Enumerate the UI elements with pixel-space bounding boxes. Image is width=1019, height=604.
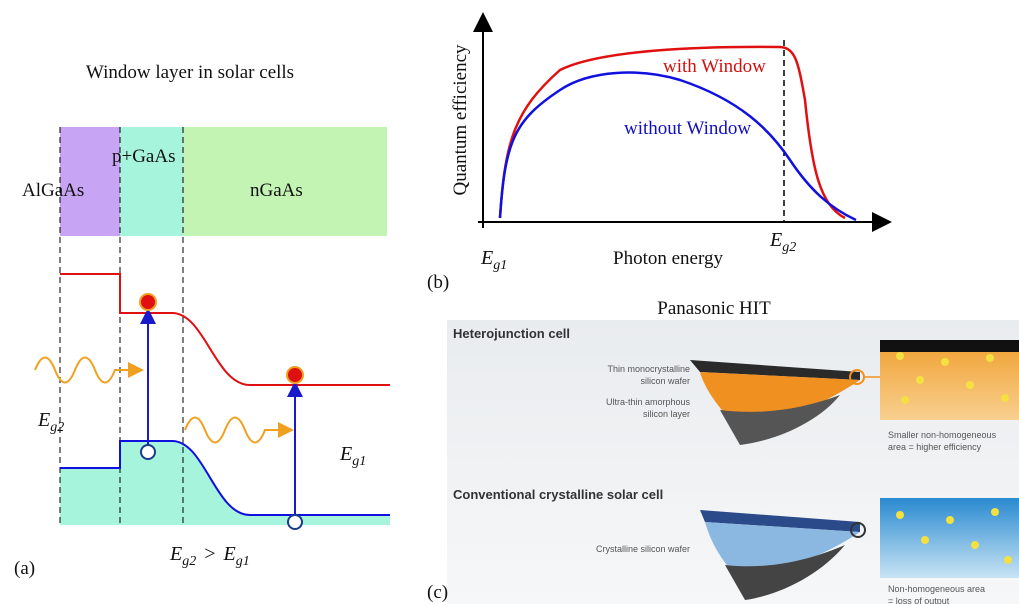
electron [140, 294, 156, 310]
curve-without-window [500, 73, 856, 220]
subscript: g1 [493, 258, 507, 273]
callout: Crystalline silicon wafer [596, 544, 690, 554]
curve-label: without Window [624, 118, 751, 139]
photon [185, 418, 290, 443]
symbol: E [37, 409, 50, 431]
note-line: Non-homogeneous area [888, 584, 985, 594]
layer-box [120, 127, 183, 236]
operator: > [204, 543, 215, 565]
panel-label: (b) [427, 272, 449, 293]
panel-title: Panasonic HIT [657, 298, 771, 319]
panel-label: (a) [14, 558, 35, 579]
callout-line: Thin monocrystalline [607, 364, 690, 374]
symbol: E [769, 229, 782, 251]
panel-a: Window layer in solar cells AlGaAs p+GaA… [14, 62, 390, 579]
subscript: g1 [236, 554, 250, 569]
subscript: g2 [182, 554, 196, 569]
x-tick-label: Eg1 [480, 247, 507, 273]
callout-line: Crystalline silicon wafer [596, 544, 690, 554]
subscript: g2 [782, 240, 796, 255]
symbol: E [339, 443, 352, 465]
curve-label: with Window [663, 56, 766, 77]
symbol: E [223, 543, 236, 565]
layer-label: p+GaAs [112, 146, 176, 167]
subscript: g1 [352, 454, 366, 469]
zoom-view [880, 340, 1019, 352]
figure: Window layer in solar cells AlGaAs p+GaA… [0, 0, 1019, 604]
relation: Eg2 > Eg1 [169, 543, 250, 569]
callout-line: silicon wafer [640, 376, 690, 386]
electron [287, 367, 303, 383]
note-line: Smaller non-homogeneous [888, 430, 997, 440]
heading: Conventional crystalline solar cell [453, 487, 663, 502]
gap-label: Eg1 [339, 443, 366, 469]
layer-label: AlGaAs [22, 180, 84, 201]
photon [35, 358, 140, 383]
hole [141, 445, 155, 459]
x-axis-label: Photon energy [613, 248, 723, 269]
symbol: E [169, 543, 182, 565]
callout-line: Ultra-thin amorphous [606, 397, 691, 407]
x-tick-label: Eg2 [769, 229, 796, 255]
panel-label: (c) [427, 582, 448, 603]
callout-line: silicon layer [643, 409, 690, 419]
panel-c: Panasonic HIT Heterojunction cell Thin m… [427, 298, 1019, 604]
heading: Heterojunction cell [453, 326, 570, 341]
conduction-band [60, 274, 390, 385]
panel-title: Window layer in solar cells [86, 62, 294, 83]
panel-b: Quantum efficiency with Window without W… [427, 16, 888, 293]
subscript: g2 [50, 420, 64, 435]
y-axis-label: Quantum efficiency [450, 44, 471, 196]
layer-label: nGaAs [250, 180, 303, 201]
note-line: area = higher efficiency [888, 442, 982, 452]
symbol: E [480, 247, 493, 269]
note-line: = loss of output [888, 596, 950, 604]
hole [288, 515, 302, 529]
